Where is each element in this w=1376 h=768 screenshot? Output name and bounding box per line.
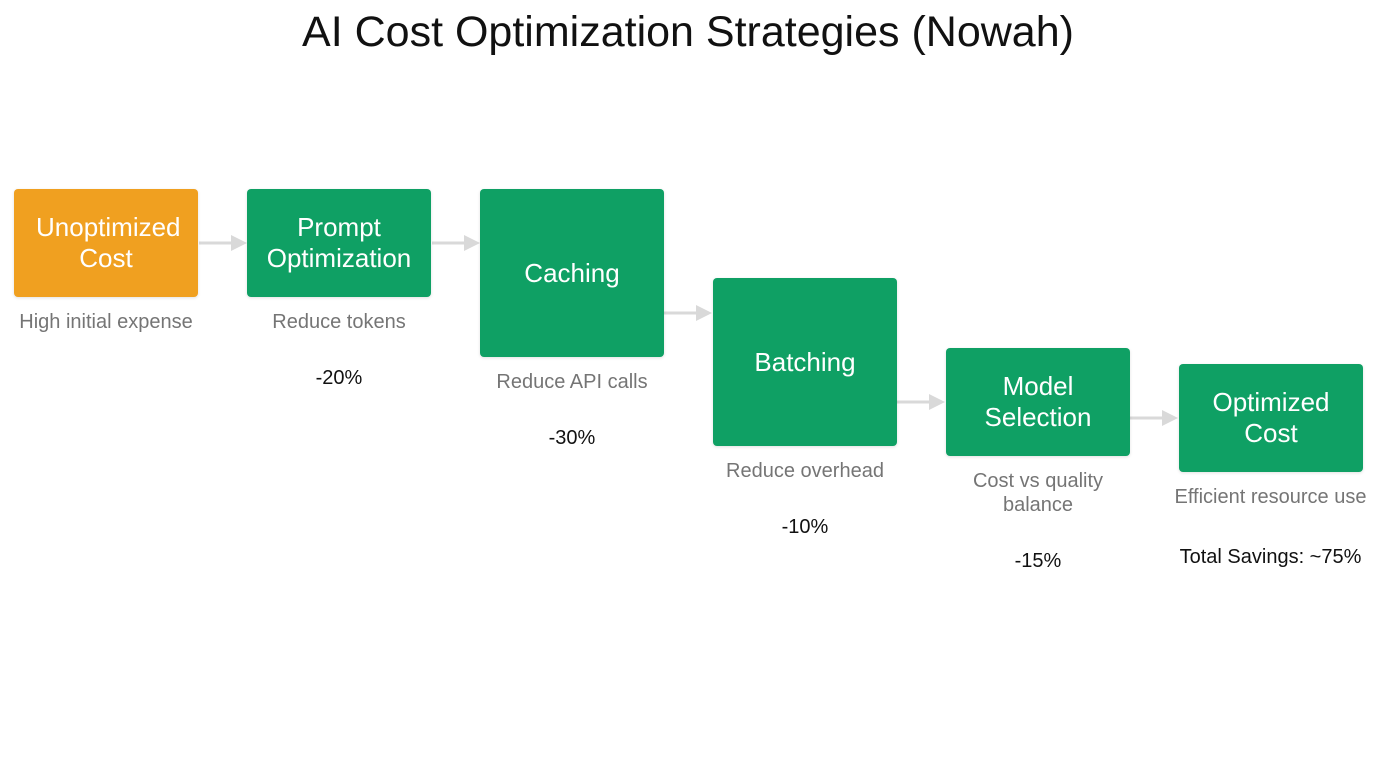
arrowhead-1	[231, 235, 247, 251]
step-label: Model Selection	[984, 371, 1092, 432]
step-savings: -20%	[315, 367, 363, 389]
step-label: Optimized Cost	[1212, 387, 1330, 448]
arrowhead-5	[1162, 410, 1178, 426]
arrowhead-3	[696, 305, 712, 321]
step-description: Reduce API calls	[496, 371, 648, 393]
step-label: Prompt Optimization	[266, 212, 412, 273]
step-savings: -15%	[1014, 550, 1062, 572]
step-savings: -30%	[548, 427, 596, 449]
step-box-batching: Batching	[713, 278, 897, 446]
step-box-prompt-optimization: Prompt Optimization	[247, 189, 431, 297]
step-description: High initial expense	[19, 311, 193, 333]
arrowhead-2	[464, 235, 480, 251]
step-label: Caching	[524, 257, 620, 288]
arrowhead-4	[929, 394, 945, 410]
step-description: Reduce tokens	[272, 311, 406, 333]
step-box-caching: Caching	[480, 189, 664, 357]
total-savings: Total Savings: ~75%	[1179, 546, 1362, 568]
step-description: Cost vs quality balance	[972, 470, 1104, 516]
step-label: Unoptimized Cost	[36, 212, 181, 273]
step-description: Reduce overhead	[726, 460, 884, 482]
step-box-unoptimized-cost: Unoptimized Cost	[14, 189, 198, 297]
step-savings: -10%	[781, 516, 829, 538]
diagram-title: AI Cost Optimization Strategies (Nowah)	[302, 8, 1074, 56]
step-box-optimized-cost: Optimized Cost	[1179, 364, 1363, 472]
step-description: Efficient resource use	[1174, 486, 1367, 508]
step-label: Batching	[754, 346, 856, 377]
step-box-model-selection: Model Selection	[946, 348, 1130, 456]
